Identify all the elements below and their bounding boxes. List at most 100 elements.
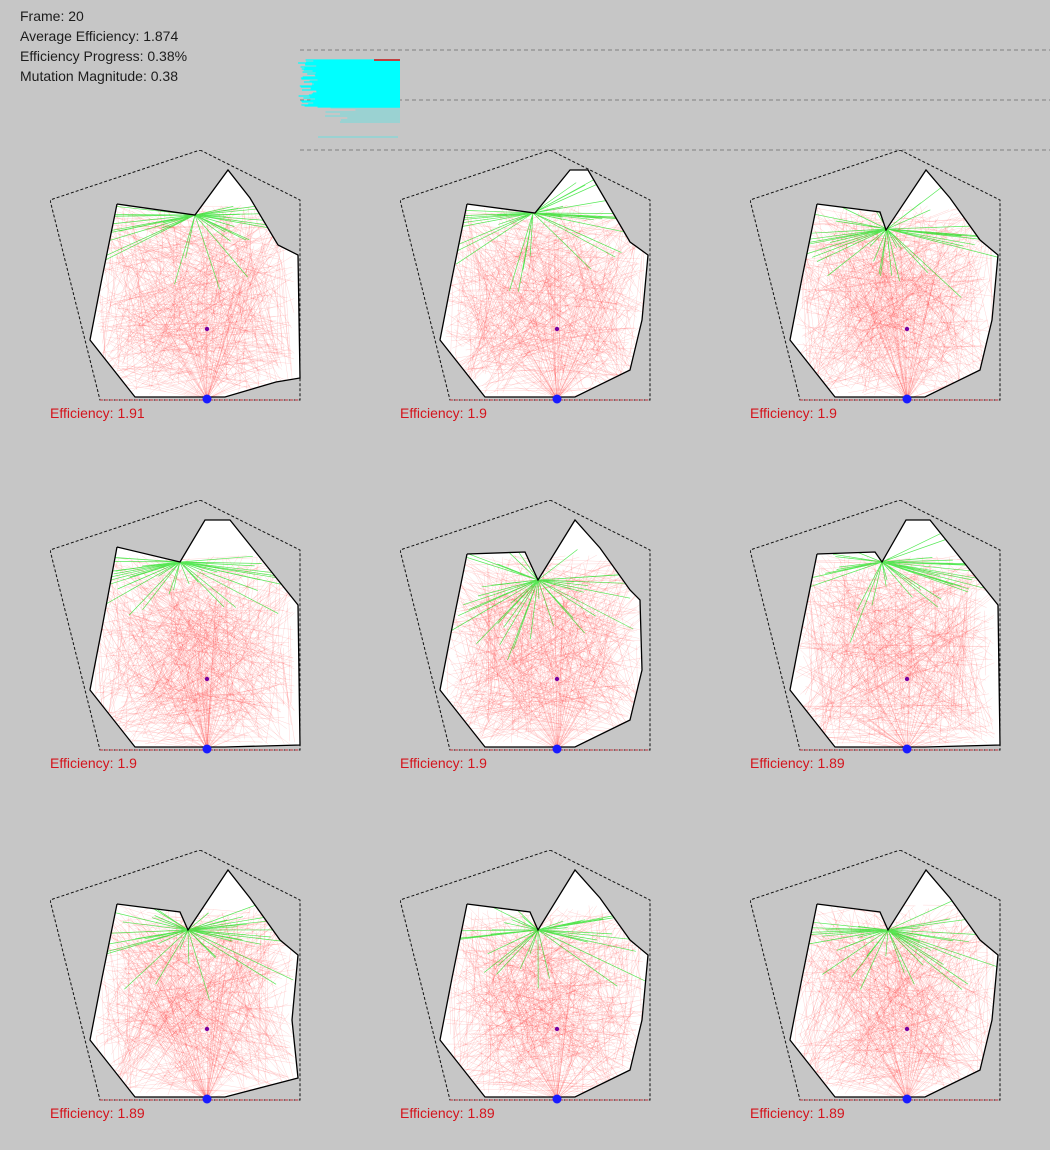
scattered-rays bbox=[94, 204, 295, 397]
ray-trace-canvas bbox=[50, 150, 301, 404]
efficiency-value: 1.9 bbox=[117, 755, 137, 771]
efficiency-value: 1.89 bbox=[467, 1105, 495, 1121]
variant-cell: Efficiency: 1.91 bbox=[50, 150, 350, 450]
target-point bbox=[204, 676, 210, 682]
average-efficiency-label: Average Efficiency: bbox=[20, 28, 140, 44]
variant-cell: Efficiency: 1.89 bbox=[750, 500, 1050, 800]
light-source bbox=[902, 1094, 912, 1104]
target-point bbox=[904, 676, 910, 682]
efficiency-history-chart bbox=[298, 49, 1050, 151]
efficiency-label: Efficiency: bbox=[400, 405, 468, 421]
light-source bbox=[552, 744, 562, 754]
average-efficiency-value: 1.874 bbox=[143, 28, 179, 44]
efficiency-value: 1.89 bbox=[817, 1105, 845, 1121]
efficiency-value: 1.9 bbox=[467, 755, 487, 771]
variant-cell: Efficiency: 1.89 bbox=[50, 850, 350, 1150]
room-outline bbox=[789, 519, 1001, 748]
room-outline bbox=[439, 868, 649, 1098]
focused-rays bbox=[90, 879, 298, 1000]
variant-cell: Efficiency: 1.9 bbox=[400, 150, 700, 450]
efficiency-readout: Efficiency: 1.9 bbox=[400, 405, 487, 421]
efficiency-label: Efficiency: bbox=[400, 755, 468, 771]
room-outline bbox=[89, 168, 301, 398]
efficiency-readout: Efficiency: 1.89 bbox=[400, 1105, 495, 1121]
target-point bbox=[554, 326, 560, 332]
target-point bbox=[204, 1026, 210, 1032]
ray-trace-canvas bbox=[750, 500, 1001, 754]
ray-trace-canvas bbox=[400, 150, 651, 404]
light-source bbox=[902, 744, 912, 754]
room-outline bbox=[789, 868, 999, 1098]
efficiency-readout: Efficiency: 1.89 bbox=[750, 755, 845, 771]
target-point bbox=[204, 326, 210, 332]
history-bars bbox=[298, 59, 400, 138]
target-point bbox=[554, 676, 560, 682]
efficiency-label: Efficiency: bbox=[400, 1105, 468, 1121]
efficiency-progress-value: 0.38% bbox=[147, 48, 188, 64]
light-source bbox=[202, 394, 212, 404]
room-shape bbox=[90, 870, 298, 1097]
efficiency-readout: Efficiency: 1.89 bbox=[50, 1105, 145, 1121]
efficiency-label: Efficiency: bbox=[750, 405, 818, 421]
room-outline bbox=[89, 868, 299, 1098]
room-shape bbox=[790, 870, 998, 1097]
mutation-magnitude-label: Mutation Magnitude: bbox=[20, 68, 147, 84]
target-point bbox=[554, 1026, 560, 1032]
room-shape bbox=[90, 170, 300, 397]
ray-trace-canvas bbox=[750, 850, 1001, 1104]
light-source bbox=[552, 1094, 562, 1104]
efficiency-readout: Efficiency: 1.91 bbox=[50, 405, 145, 421]
scattered-rays bbox=[794, 904, 996, 1097]
efficiency-label: Efficiency: bbox=[750, 755, 818, 771]
light-source bbox=[552, 394, 562, 404]
ray-trace-canvas bbox=[50, 850, 301, 1104]
light-source bbox=[202, 1094, 212, 1104]
efficiency-value: 1.9 bbox=[817, 405, 837, 421]
ray-trace-canvas bbox=[750, 150, 1001, 404]
variant-cell: Efficiency: 1.9 bbox=[400, 500, 700, 800]
efficiency-readout: Efficiency: 1.9 bbox=[50, 755, 137, 771]
average-efficiency-readout: Average Efficiency: 1.874 bbox=[20, 26, 187, 46]
efficiency-label: Efficiency: bbox=[50, 1105, 118, 1121]
variant-cell: Efficiency: 1.89 bbox=[400, 850, 700, 1150]
target-point bbox=[904, 326, 910, 332]
room-shape bbox=[440, 170, 648, 397]
focused-rays bbox=[440, 170, 648, 292]
room-outline bbox=[439, 518, 643, 748]
efficiency-value: 1.89 bbox=[817, 755, 845, 771]
variant-cell: Efficiency: 1.89 bbox=[750, 850, 1050, 1150]
light-source bbox=[202, 744, 212, 754]
efficiency-readout: Efficiency: 1.9 bbox=[750, 405, 837, 421]
variant-cell: Efficiency: 1.9 bbox=[750, 150, 1050, 450]
efficiency-value: 1.91 bbox=[117, 405, 145, 421]
efficiency-progress-readout: Efficiency Progress: 0.38% bbox=[20, 46, 187, 66]
light-source bbox=[902, 394, 912, 404]
room-outline bbox=[439, 169, 649, 398]
room-shape bbox=[790, 520, 1000, 747]
scattered-rays bbox=[445, 204, 646, 397]
ray-trace-canvas bbox=[50, 500, 301, 754]
efficiency-readout: Efficiency: 1.9 bbox=[400, 755, 487, 771]
efficiency-readout: Efficiency: 1.89 bbox=[750, 1105, 845, 1121]
efficiency-value: 1.89 bbox=[117, 1105, 145, 1121]
ray-trace-canvas bbox=[400, 850, 651, 1104]
frame-readout: Frame: 20 bbox=[20, 6, 187, 26]
efficiency-label: Efficiency: bbox=[50, 755, 118, 771]
room-outline bbox=[89, 519, 301, 748]
room-shape bbox=[440, 870, 648, 1097]
efficiency-label: Efficiency: bbox=[750, 1105, 818, 1121]
scattered-rays bbox=[794, 555, 995, 747]
efficiency-value: 1.9 bbox=[467, 405, 487, 421]
mutation-magnitude-readout: Mutation Magnitude: 0.38 bbox=[20, 66, 187, 86]
frame-value: 20 bbox=[68, 8, 84, 24]
stats-panel: Frame: 20 Average Efficiency: 1.874 Effi… bbox=[20, 6, 187, 86]
efficiency-label: Efficiency: bbox=[50, 405, 118, 421]
mutation-magnitude-value: 0.38 bbox=[150, 68, 178, 84]
frame-label: Frame: bbox=[20, 8, 65, 24]
room-outline bbox=[789, 168, 999, 398]
target-point bbox=[904, 1026, 910, 1032]
efficiency-progress-label: Efficiency Progress: bbox=[20, 48, 144, 64]
ray-trace-canvas bbox=[400, 500, 651, 754]
variant-cell: Efficiency: 1.9 bbox=[50, 500, 350, 800]
